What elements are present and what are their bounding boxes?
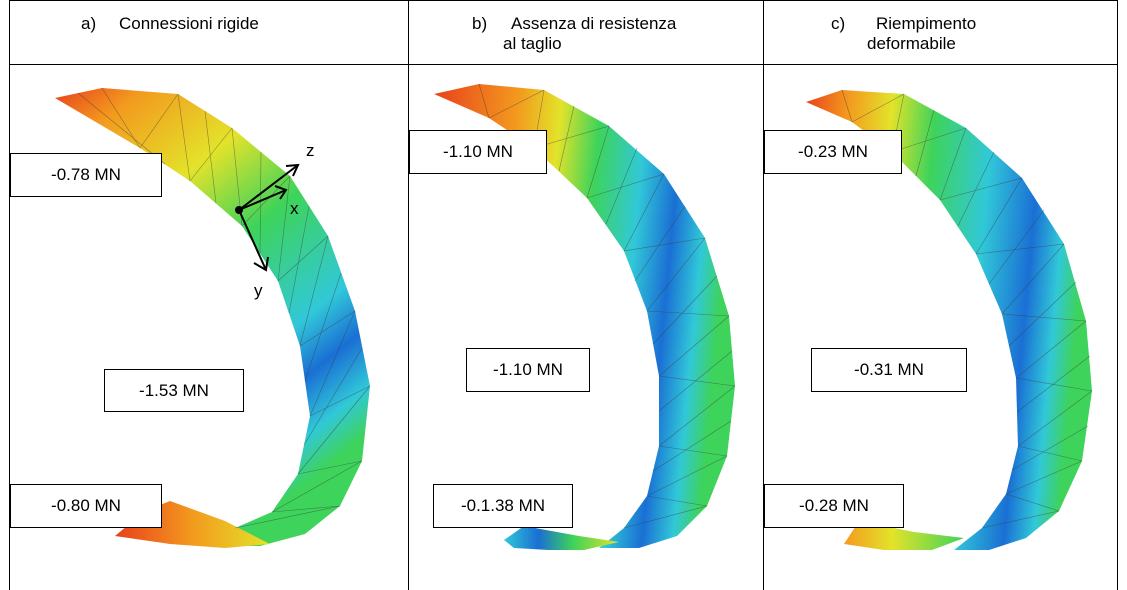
- axis-x-label: x: [290, 199, 299, 218]
- axis-y-label: y: [254, 281, 263, 300]
- force-label-middle: -1.53 MN: [104, 369, 244, 412]
- force-label-top: -0.78 MN: [10, 153, 162, 197]
- table-border-right: [1117, 0, 1118, 590]
- panel-letter: c): [831, 14, 846, 33]
- panel-letter: b): [472, 14, 488, 33]
- panel-title: Connessioni rigide: [119, 14, 259, 33]
- shell-surface: [806, 90, 1092, 550]
- table-border-left: [9, 0, 10, 590]
- shell-base-segment: [844, 521, 964, 550]
- shell-contour-plot-c: [806, 89, 1093, 550]
- panel-title-line-2: deformabile: [867, 34, 956, 53]
- panel-title: Riempimento: [876, 14, 977, 33]
- panel-a: -0.78 MN -1.53 MN -0.80 MN z x y: [10, 66, 408, 590]
- header-panel-a: a) Connessioni rigide: [9, 2, 408, 64]
- table-header-divider: [9, 64, 1118, 65]
- mesh-lines: [841, 89, 1093, 529]
- force-label-middle: -0.31 MN: [811, 348, 967, 392]
- force-label-bottom: -0.80 MN: [10, 484, 162, 528]
- header-panel-c: c) Riempimento deformabile: [763, 2, 1117, 64]
- force-label-top: -1.10 MN: [409, 130, 547, 174]
- panel-letter: a): [81, 14, 97, 33]
- shell-base-segment: [504, 526, 619, 550]
- force-label-bottom: -0.28 MN: [764, 484, 904, 528]
- table-border-divider-1: [408, 0, 409, 590]
- force-label-bottom: -0.1.38 MN: [433, 484, 573, 528]
- panel-c: -0.23 MN -0.31 MN -0.28 MN: [764, 66, 1117, 590]
- axis-z-label: z: [306, 141, 315, 160]
- table-border-divider-2: [763, 0, 764, 590]
- header-panel-b: b) Assenza di resistenza al taglio: [408, 2, 763, 64]
- shell-contour-plot-b: [434, 83, 736, 550]
- panel-title: Assenza di resistenza: [511, 14, 677, 33]
- force-label-top: -0.23 MN: [764, 130, 902, 174]
- panel-title-line-2: al taglio: [503, 34, 562, 53]
- force-label-middle: -1.10 MN: [466, 348, 590, 392]
- mesh-lines: [478, 83, 736, 529]
- shell-surface: [434, 84, 735, 548]
- table-border-top: [9, 0, 1118, 1]
- panel-b: -1.10 MN -1.10 MN -0.1.38 MN: [409, 66, 763, 590]
